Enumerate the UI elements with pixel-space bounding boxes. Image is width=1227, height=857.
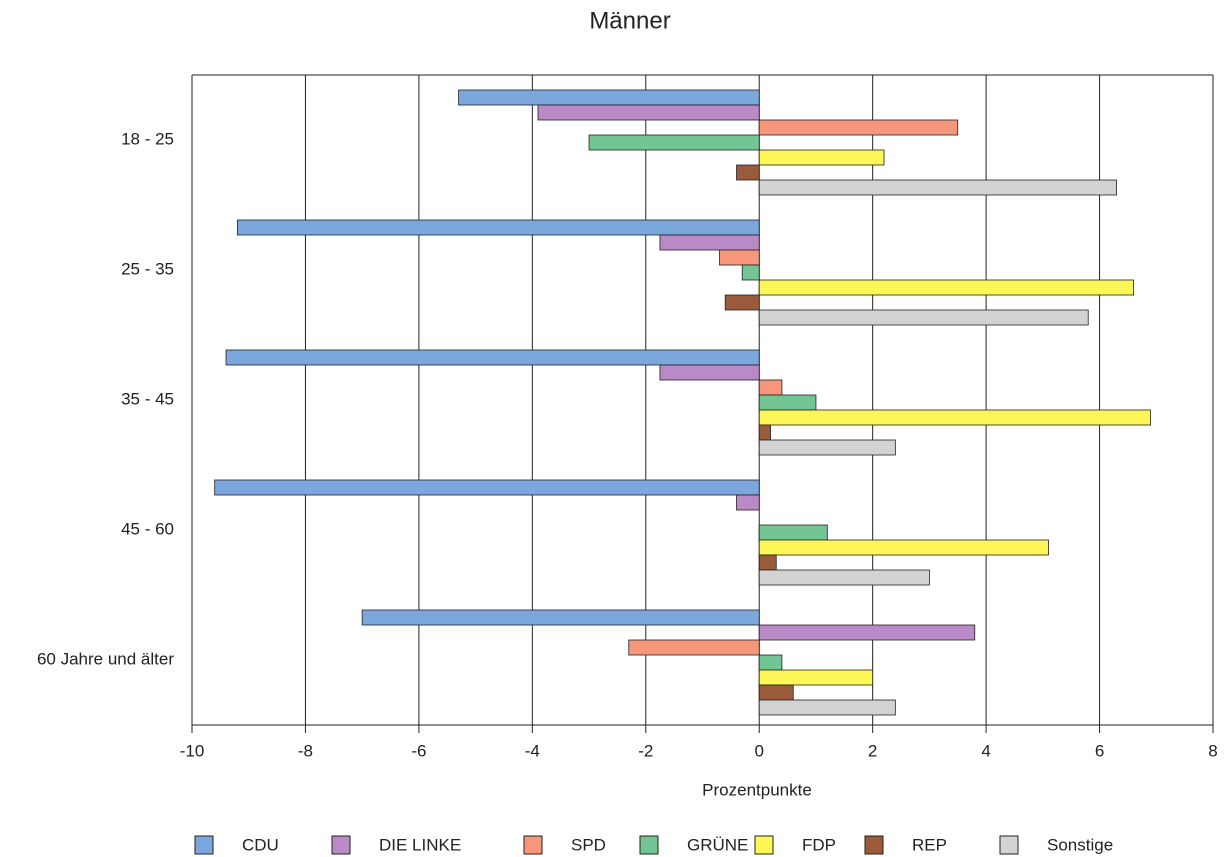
bar xyxy=(588,134,760,151)
x-tick-label: 2 xyxy=(868,741,877,760)
legend-label: SPD xyxy=(571,835,606,854)
x-axis-label: Prozentpunkte xyxy=(702,780,812,799)
y-tick-label: 25 - 35 xyxy=(121,259,174,278)
bar xyxy=(758,424,771,441)
bar xyxy=(537,104,760,121)
x-tick-label: -2 xyxy=(638,741,653,760)
bar xyxy=(659,234,760,251)
bar xyxy=(236,219,760,236)
bar xyxy=(758,379,783,396)
legend-swatch xyxy=(331,835,351,855)
bar xyxy=(758,524,828,541)
x-tick-label: 6 xyxy=(1095,741,1104,760)
y-tick-label: 60 Jahre und älter xyxy=(37,649,174,668)
legend-label: CDU xyxy=(242,835,279,854)
bar xyxy=(758,119,959,136)
bar xyxy=(758,669,874,686)
x-tick-label: 0 xyxy=(754,741,763,760)
y-tick-label: 45 - 60 xyxy=(121,519,174,538)
bar xyxy=(758,279,1134,296)
bar xyxy=(628,639,760,656)
bar xyxy=(736,164,760,181)
legend-swatch xyxy=(639,835,659,855)
legend-label: FDP xyxy=(802,835,836,854)
x-tick-label: -6 xyxy=(411,741,426,760)
legend-swatch xyxy=(523,835,543,855)
legend-swatch xyxy=(864,835,884,855)
bar xyxy=(659,364,760,381)
legend-swatch xyxy=(194,835,214,855)
y-tick-label: 18 - 25 xyxy=(121,129,174,148)
bar xyxy=(758,699,896,716)
x-tick-label: 4 xyxy=(981,741,990,760)
y-tick-label: 35 - 45 xyxy=(121,389,174,408)
bar xyxy=(758,654,783,671)
bar xyxy=(758,179,1117,196)
bar xyxy=(758,539,1049,556)
bar xyxy=(361,609,760,626)
bar xyxy=(741,264,760,281)
x-tick-label: -10 xyxy=(180,741,205,760)
x-tick-label: 8 xyxy=(1208,741,1217,760)
x-tick-label: -8 xyxy=(298,741,313,760)
bar xyxy=(758,439,896,456)
bar xyxy=(758,684,794,701)
bar xyxy=(736,494,760,511)
bar xyxy=(758,309,1089,326)
bar xyxy=(758,624,976,641)
bar xyxy=(758,554,777,571)
legend-label: REP xyxy=(912,835,947,854)
legend-label: DIE LINKE xyxy=(379,835,461,854)
legend-label: GRÜNE xyxy=(687,835,748,854)
bar xyxy=(225,349,760,366)
x-tick-label: -4 xyxy=(525,741,540,760)
bar xyxy=(719,249,760,266)
bar xyxy=(214,479,760,496)
bar xyxy=(758,569,930,586)
bar xyxy=(724,294,760,311)
bar xyxy=(458,89,760,106)
bar xyxy=(758,394,817,411)
bar xyxy=(758,409,1152,426)
bar xyxy=(758,149,885,166)
chart-title: Männer xyxy=(589,7,670,34)
legend-label: Sonstige xyxy=(1047,835,1113,854)
legend-swatch xyxy=(754,835,774,855)
legend-swatch xyxy=(999,835,1019,855)
